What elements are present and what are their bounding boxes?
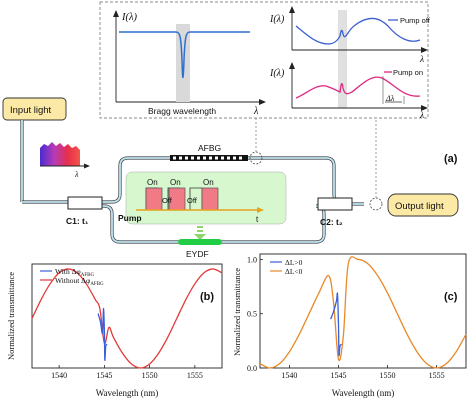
eydf-fiber bbox=[178, 239, 222, 245]
bragg-lambda-label: λ bbox=[253, 106, 259, 117]
plot-c-xlabel: Wavelength (nm) bbox=[332, 388, 395, 398]
legend-b-text-1-main: With Δφ bbox=[55, 267, 81, 276]
pump-pulse-3 bbox=[201, 187, 219, 211]
bragg-wavelength-label: Bragg wavelength bbox=[148, 106, 216, 116]
legend-b-text-2: Without ΔφAFBG bbox=[55, 276, 104, 287]
plot-c-ytick-label-0: 0.0 bbox=[247, 364, 257, 373]
bragg-inset: I(λ) Bragg wavelength λ bbox=[113, 10, 266, 117]
input-light-box bbox=[2, 97, 67, 121]
plot-c-xtick-label-1: 1545 bbox=[330, 371, 346, 380]
plot-c-marks: 1540 1545 1550 1555 0.0 0.5 1.0 bbox=[247, 255, 467, 380]
pump-on-spectrum bbox=[295, 76, 421, 99]
pump-t-label: t bbox=[256, 215, 259, 224]
bottom-i-lambda-label: I(λ) bbox=[269, 68, 285, 79]
panel-a-label: (a) bbox=[444, 153, 458, 165]
pump-on-2: On bbox=[170, 178, 181, 187]
plot-c-xtick-label-2: 1550 bbox=[380, 371, 396, 380]
pump-on-1: On bbox=[147, 178, 158, 187]
afbg-grating bbox=[170, 155, 248, 161]
plot-b-ylabel: Normalized transmittance bbox=[6, 272, 16, 360]
spectra-inset: I(λ) Pump off λ I(λ) Pump on Δλ λ bbox=[269, 6, 431, 121]
pump-time-arrow bbox=[257, 207, 264, 213]
pump-off-spectrum bbox=[295, 17, 421, 45]
input-spectrum-lambda: λ bbox=[74, 170, 79, 179]
legend-c-text-1: ΔL>0 bbox=[285, 258, 303, 267]
plot-b-xlabel: Wavelength (nm) bbox=[96, 388, 159, 398]
legend-c-text-2: ΔL<0 bbox=[285, 267, 303, 276]
top-lambda-label: λ bbox=[419, 55, 424, 65]
output-light-label: Output light bbox=[395, 201, 444, 212]
plot-b-legend: With ΔφAFBG Without ΔφAFBG bbox=[40, 267, 104, 287]
coupler-c2 bbox=[317, 197, 353, 211]
bragg-spectrum-line bbox=[119, 31, 250, 78]
plot-b-series-0-line bbox=[97, 307, 108, 362]
pump-off-label: Pump off bbox=[400, 16, 431, 25]
plot-c-series-0-line bbox=[330, 292, 342, 357]
bragg-i-lambda-label: I(λ) bbox=[121, 12, 138, 23]
panel-a: I(λ) Bragg wavelength λ I(λ) Pump off λ … bbox=[2, 1, 459, 259]
plot-b-xtick-label-3: 1555 bbox=[187, 371, 203, 380]
coupler-c1-label: C1: t₁ bbox=[66, 216, 89, 226]
plot-c-ytick-label-1: 0.5 bbox=[247, 310, 257, 319]
spectra-shaded-band bbox=[338, 10, 347, 108]
plot-b-xtick-label-2: 1550 bbox=[142, 371, 158, 380]
plot-b-series-1-line bbox=[31, 268, 223, 369]
eydf-arrow bbox=[194, 226, 206, 240]
legend-b-text-2-main: Without Δφ bbox=[55, 276, 91, 285]
callout-box bbox=[99, 1, 429, 119]
plot-c-series-1-line bbox=[259, 256, 467, 369]
plot-b-frame bbox=[31, 263, 223, 369]
delta-lambda-label: Δλ bbox=[385, 94, 395, 103]
plot-c-panel-label: (c) bbox=[444, 291, 458, 303]
plot-c-xtick-label-3: 1555 bbox=[429, 371, 445, 380]
plot-c-frame bbox=[259, 253, 467, 369]
plot-b-panel-label: (b) bbox=[200, 291, 214, 303]
plot-b-xtick-label-0: 1540 bbox=[51, 371, 67, 380]
pump-off-2: Off bbox=[187, 196, 198, 205]
panel-c: Normalized transmittance Wavelength (nm)… bbox=[232, 253, 467, 398]
plot-c-ytick-label-2: 1.0 bbox=[247, 255, 257, 264]
bottom-lambda-label: λ bbox=[419, 111, 424, 121]
pump-label: Pump bbox=[118, 213, 142, 223]
plot-b-marks: 1540 1545 1550 1555 bbox=[31, 268, 223, 380]
panel-b: Normalized transmittance Wavelength (nm)… bbox=[6, 263, 223, 398]
plot-c-legend: ΔL>0 ΔL<0 bbox=[270, 258, 303, 276]
input-light-label: Input light bbox=[10, 105, 52, 116]
input-spectrum bbox=[40, 142, 80, 166]
afbg-label: AFBG bbox=[198, 143, 221, 153]
pump-off-1: Off bbox=[162, 196, 173, 205]
bragg-shaded-band bbox=[176, 24, 190, 102]
pump-pulse-1 bbox=[145, 187, 163, 211]
coupler-c1 bbox=[67, 196, 103, 210]
plot-b-xtick-label-1: 1545 bbox=[96, 371, 112, 380]
pump-on-label: Pump on bbox=[393, 68, 423, 77]
plot-c-ylabel: Normalized transmittance bbox=[232, 268, 242, 356]
output-zoom-circle bbox=[369, 197, 383, 211]
afbg-zoom-circle bbox=[249, 151, 263, 165]
top-i-lambda-label: I(λ) bbox=[269, 14, 285, 25]
legend-b-text-1: With ΔφAFBG bbox=[55, 267, 94, 278]
pump-on-3: On bbox=[203, 178, 214, 187]
legend-b-text-2-sub: AFBG bbox=[90, 282, 104, 287]
legend-b-text-1-sub: AFBG bbox=[81, 273, 95, 278]
output-light-box bbox=[387, 193, 459, 217]
plot-c-xtick-label-0: 1540 bbox=[281, 371, 297, 380]
eydf-label: EYDF bbox=[186, 249, 209, 259]
coupler-c2-label: C2: t₂ bbox=[320, 217, 343, 227]
